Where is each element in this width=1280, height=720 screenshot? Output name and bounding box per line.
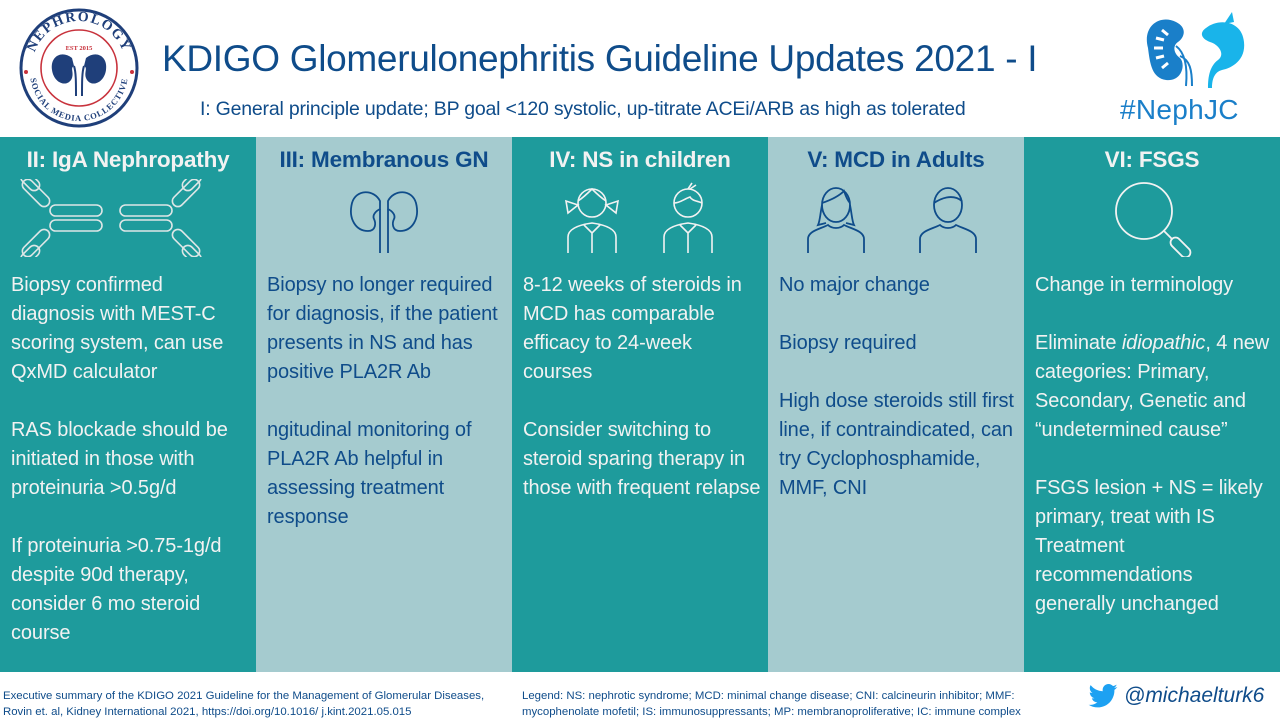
svg-text:EST 2015: EST 2015 — [66, 45, 94, 52]
column-paragraph: Biopsy confirmed diagnosis with MEST-C s… — [11, 274, 224, 383]
footer: Executive summary of the KDIGO 2021 Guid… — [0, 672, 1280, 720]
kidneys-icon — [350, 191, 418, 253]
twitter-handle[interactable]: @michaelturk6 — [1088, 684, 1264, 708]
column-paragraph: No major change — [779, 274, 930, 296]
column-body: Change in terminology Eliminate idiopath… — [1035, 271, 1274, 648]
column-paragraph: RAS blockade should be initiated in thos… — [11, 419, 228, 499]
column-paragraph: Biopsy no longer required for diagnosis,… — [267, 274, 498, 383]
column-title: II: IgA Nephropathy — [26, 147, 230, 172]
nephjc-hashtag: #NephJC — [1120, 94, 1239, 125]
column-body: 8-12 weeks of steroids in MCD has compar… — [523, 271, 762, 532]
citation-link[interactable]: Rovin et. al, Kidney International 2021,… — [3, 706, 412, 718]
citation: Executive summary of the KDIGO 2021 Guid… — [3, 688, 523, 720]
children-icon — [564, 182, 713, 253]
column-title: IV: NS in children — [549, 147, 731, 172]
magnifier-icon — [1115, 182, 1192, 257]
guideline-columns: II: IgA Nephropathy Biopsy confirmed dia… — [0, 137, 1280, 672]
column-paragraph: Consider switching to steroid sparing th… — [523, 419, 761, 499]
column-mcd-in-adults: V: MCD in Adults No major change Biopsy … — [768, 137, 1024, 672]
page-title: KDIGO Glomerulonephritis Guideline Updat… — [162, 38, 1038, 79]
nephrology-social-media-collective-logo: NEPHROLOGY SOCIAL MEDIA COLLECTIVE EST 2… — [19, 8, 139, 128]
nephjc-kidney-logo — [1146, 12, 1245, 88]
column-ns-in-children: IV: NS in children 8-12 weeks of steroid… — [512, 137, 768, 672]
column-paragraph: 8-12 weeks of steroids in MCD has compar… — [523, 274, 742, 383]
column-fsgs: VI: FSGS Change in terminology Eliminate… — [1024, 137, 1280, 672]
column-body: Biopsy no longer required for diagnosis,… — [267, 271, 506, 561]
abbreviation-legend: Legend: NS: nephrotic syndrome; MCD: min… — [522, 690, 1021, 718]
column-title: V: MCD in Adults — [807, 147, 985, 172]
header: NEPHROLOGY SOCIAL MEDIA COLLECTIVE EST 2… — [0, 0, 1280, 137]
antibody-icon — [20, 179, 202, 257]
column-paragraph: ngitudinal monitoring of PLA2R Ab helpfu… — [267, 419, 472, 528]
column-paragraph: Biopsy required — [779, 332, 917, 354]
column-paragraph: If proteinuria >0.75-1g/d despite 90d th… — [11, 535, 222, 644]
column-body: Biopsy confirmed diagnosis with MEST-C s… — [11, 271, 250, 677]
column-paragraph: FSGS lesion + NS = likely primary, treat… — [1035, 477, 1263, 615]
column-body: No major change Biopsy required High dos… — [779, 271, 1018, 532]
column-paragraph: Change in terminology — [1035, 274, 1234, 296]
twitter-bird-icon — [1088, 684, 1118, 708]
column-title: VI: FSGS — [1104, 147, 1200, 172]
adults-icon — [807, 187, 977, 253]
column-iga-nephropathy: II: IgA Nephropathy Biopsy confirmed dia… — [0, 137, 256, 672]
column-paragraph-terminology: Eliminate idiopathic, 4 new categories: … — [1035, 332, 1270, 441]
column-paragraph: High dose steroids still first line, if … — [779, 390, 1014, 499]
page-subtitle: I: General principle update; BP goal <12… — [200, 98, 966, 120]
column-title: III: Membranous GN — [279, 147, 489, 172]
column-membranous-gn: III: Membranous GN Biopsy no longer requ… — [256, 137, 512, 672]
